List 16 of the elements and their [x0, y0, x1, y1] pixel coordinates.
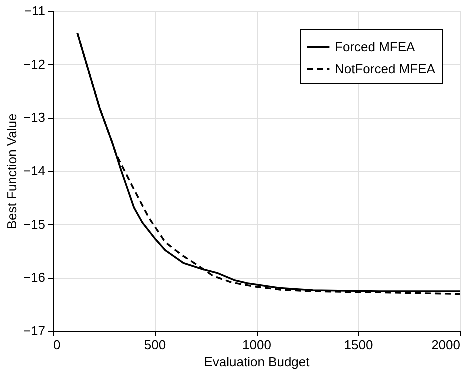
- y-tick-label: −14: [23, 164, 46, 178]
- y-axis-title: Best Function Value: [4, 114, 20, 230]
- x-tick-label: 0: [54, 338, 61, 352]
- x-tick-label: 1500: [344, 338, 374, 352]
- y-tick-label: −11: [24, 4, 46, 18]
- y-tick-label: −17: [23, 324, 46, 338]
- x-tick-label: 1000: [242, 338, 272, 352]
- y-tick-label: −15: [23, 216, 46, 232]
- legend-label: NotForced MFEA: [335, 62, 436, 76]
- x-tick-label: 500: [144, 338, 166, 352]
- y-tick-label: −13: [23, 110, 46, 126]
- legend-label: Forced MFEA: [335, 40, 416, 54]
- x-axis-title: Evaluation Budget: [204, 354, 310, 370]
- x-tick-label: 2000: [432, 338, 460, 352]
- y-tick-label: −12: [23, 56, 46, 72]
- y-tick-label: −16: [23, 270, 46, 286]
